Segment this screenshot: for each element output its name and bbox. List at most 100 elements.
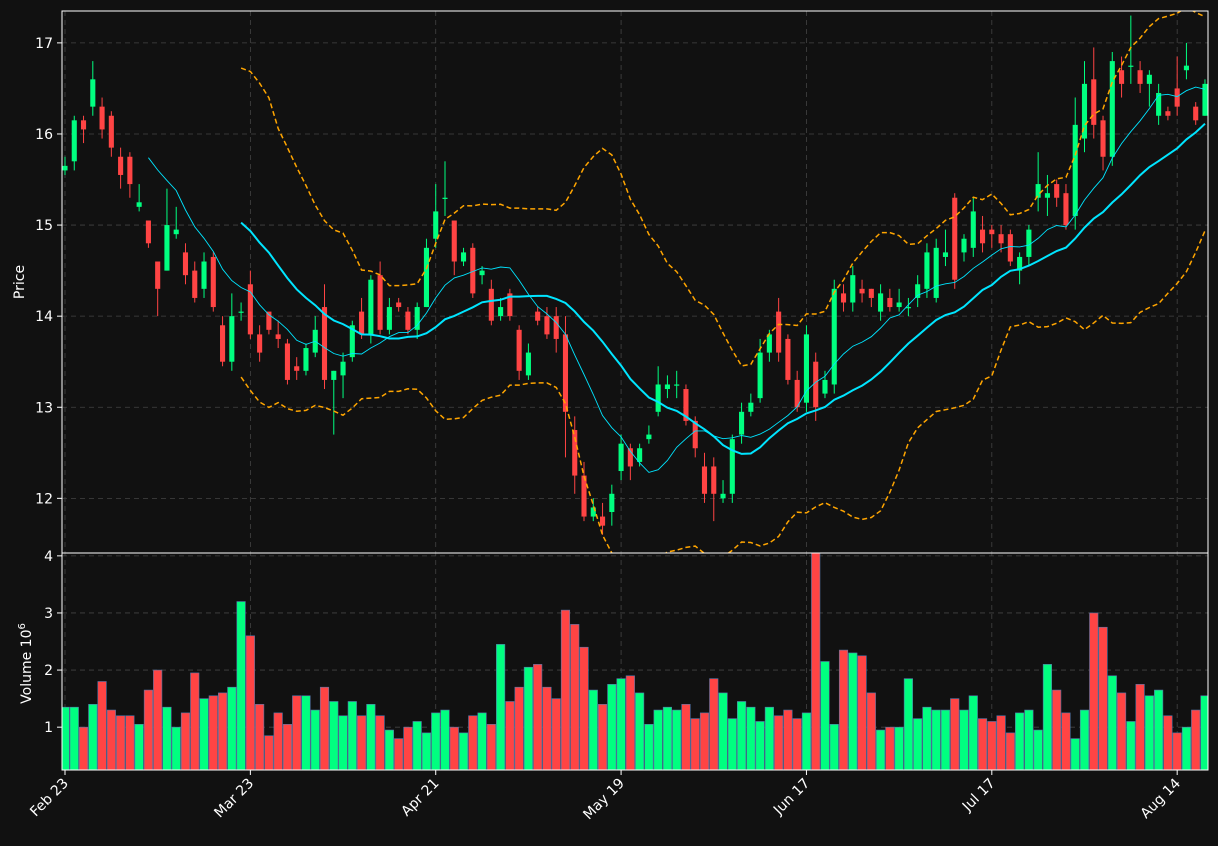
candle-body [1137, 70, 1143, 84]
candle-body [600, 516, 606, 526]
candle-body [840, 293, 847, 303]
volume-bar [217, 692, 228, 770]
candle-body [590, 507, 596, 517]
candle-body [414, 307, 420, 330]
candle-body [859, 288, 865, 294]
volume-bar [894, 726, 904, 770]
volume-bar [672, 709, 682, 770]
candle-body [803, 334, 809, 403]
volume-bar [523, 666, 533, 770]
candle-body [470, 247, 476, 294]
volume-bar [477, 712, 487, 770]
volume-bar [208, 695, 218, 770]
volume-bar [97, 681, 107, 770]
candle-body [878, 293, 884, 312]
volume-bar [78, 726, 89, 770]
price-grid [62, 42, 1208, 499]
volume-bar [292, 695, 302, 770]
volume-bar [857, 655, 867, 770]
volume-bar [227, 686, 237, 770]
price-tick-label: 16 [35, 127, 53, 143]
candle-body [887, 297, 893, 308]
candle-body [952, 197, 958, 280]
candle-body [359, 311, 365, 335]
volume-tick-label: 1 [44, 720, 53, 736]
candle-body [1044, 193, 1050, 198]
candle-body [71, 120, 77, 162]
candle-body [349, 325, 355, 358]
candle-body [776, 311, 782, 353]
volume-bar [1015, 712, 1025, 770]
candle-body [748, 402, 754, 412]
candle-body [340, 361, 346, 376]
bollinger-lower-line [240, 230, 1206, 553]
volume-bar [1191, 709, 1201, 770]
candle-body [1100, 120, 1106, 157]
volume-bar [737, 701, 747, 770]
volume-bar [394, 738, 404, 770]
volume-bar [977, 718, 988, 770]
volume-bar [755, 721, 765, 770]
candle-body [850, 275, 856, 303]
candle-body [1081, 83, 1088, 139]
volume-bar [486, 724, 496, 770]
volume-bar [1144, 695, 1154, 770]
candle-body [1119, 70, 1125, 84]
volume-bar [885, 726, 895, 770]
volume-bar [931, 709, 941, 770]
candle-body [1146, 74, 1152, 84]
volume-bar [727, 718, 737, 770]
volume-bar [838, 649, 849, 770]
volume-bar [1135, 684, 1145, 770]
candle-body [62, 165, 68, 171]
volume-bar [310, 709, 320, 770]
candle-body [701, 466, 708, 494]
candle-body [182, 252, 189, 276]
volume-bar [1200, 695, 1208, 770]
candle-body [257, 334, 263, 353]
candle-body [637, 448, 643, 462]
volume-bar [551, 698, 561, 770]
volume-bar [431, 712, 441, 770]
candle-body [396, 302, 402, 308]
candle-body [433, 211, 439, 239]
candle-body [303, 348, 309, 371]
candle-body [1174, 88, 1180, 107]
candle-body [692, 420, 698, 449]
volume-bar [255, 704, 265, 770]
volume-bar [940, 709, 951, 770]
candle-body [896, 302, 902, 308]
volume-bar [1163, 715, 1173, 770]
volume-bar [866, 692, 876, 770]
candle-body [507, 293, 513, 317]
candle-body [942, 252, 949, 257]
candle-body [683, 389, 689, 421]
candle-body [127, 156, 133, 185]
volume-bar [959, 709, 969, 770]
volume-bar [1005, 732, 1015, 770]
candle-body [655, 384, 661, 412]
candle-body [294, 366, 300, 371]
price-tick-label: 17 [35, 36, 53, 52]
volume-bar [968, 695, 978, 770]
candle-body [155, 261, 161, 289]
candle-body [386, 307, 392, 330]
candle-body [915, 284, 921, 298]
volume-bar [143, 689, 153, 770]
candle-body [970, 211, 976, 248]
volume-bar [996, 715, 1006, 770]
volume-bar [1107, 675, 1117, 770]
volume-bar [1033, 729, 1043, 770]
candle-body [562, 334, 569, 412]
candle-body [544, 316, 550, 335]
volume-bar [597, 704, 608, 770]
sma-fast-line [148, 86, 1206, 473]
volume-bar [950, 698, 960, 770]
price-tick-label: 14 [35, 309, 53, 325]
candle-body [136, 202, 142, 207]
candle-body [998, 234, 1004, 244]
volume-bar [199, 698, 209, 770]
candle-body [553, 316, 559, 339]
volume-bar [319, 686, 330, 770]
